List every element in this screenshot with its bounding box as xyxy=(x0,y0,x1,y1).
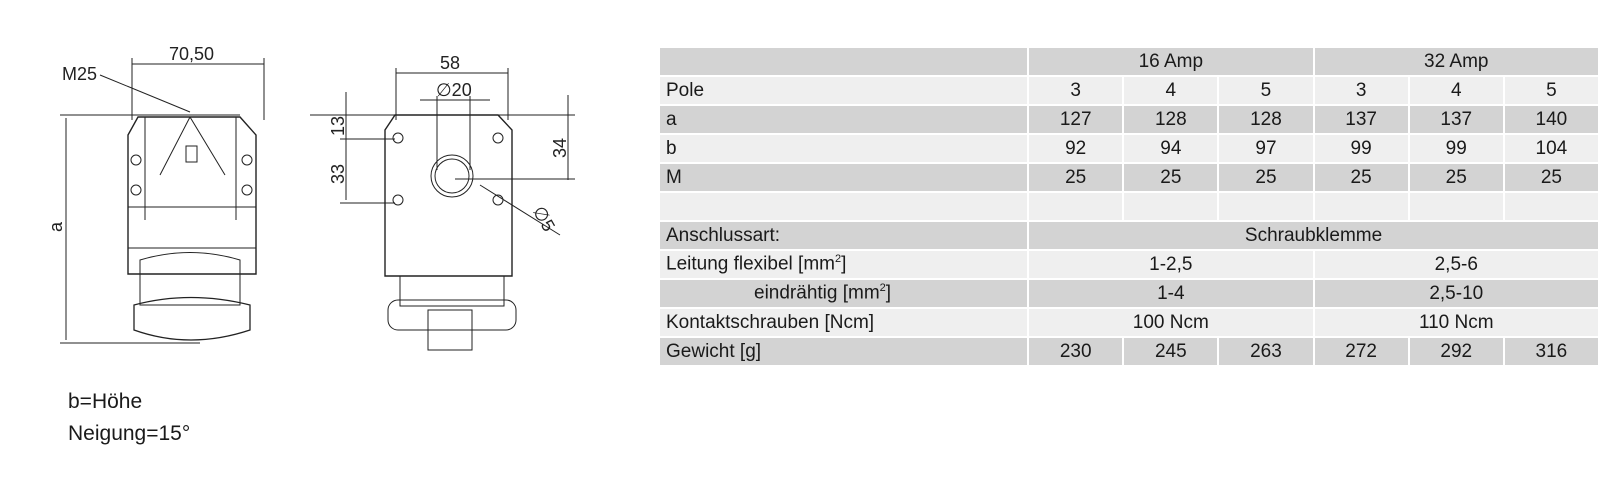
group-32a: 32 Amp xyxy=(1314,48,1598,75)
screw-hole-label: ∅5 xyxy=(529,203,559,235)
table-row: b 92 94 97 99 99 104 xyxy=(660,135,1598,162)
thread-label: M25 xyxy=(62,64,97,84)
gewicht-row: Gewicht [g] 230 245 263 272 292 316 xyxy=(660,338,1598,365)
side-width-label: 70,50 xyxy=(169,44,214,64)
back-width-label: 58 xyxy=(440,53,460,73)
note-height: b=Höhe xyxy=(68,390,143,413)
anschlussart-row: Anschlussart: Schraubklemme xyxy=(660,222,1598,249)
dim-33-label: 33 xyxy=(328,164,348,184)
dim-34-label: 34 xyxy=(550,138,570,158)
eindraehtig-row: eindrähtig [mm2] 1-4 2,5-10 xyxy=(660,280,1598,307)
group-16a: 16 Amp xyxy=(1029,48,1313,75)
note-inclination: Neigung=15° xyxy=(68,422,191,445)
hole-diameter-label: ∅20 xyxy=(436,80,472,100)
table-header-row: 16 Amp 32 Amp xyxy=(660,48,1598,75)
table-row: a 127 128 128 137 137 140 xyxy=(660,106,1598,133)
height-a-label: a xyxy=(46,221,66,232)
kontaktschrauben-row: Kontaktschrauben [Ncm] 100 Ncm 110 Ncm xyxy=(660,309,1598,336)
table-row: M 25 25 25 25 25 25 xyxy=(660,164,1598,191)
technical-drawing: 70,50 M25 a 58 ∅20 13 33 34 ∅5 xyxy=(46,44,575,351)
dim-13-label: 13 xyxy=(328,116,348,136)
empty-row xyxy=(660,193,1598,220)
leitung-flexibel-row: Leitung flexibel [mm2] 1-2,5 2,5-6 xyxy=(660,251,1598,278)
